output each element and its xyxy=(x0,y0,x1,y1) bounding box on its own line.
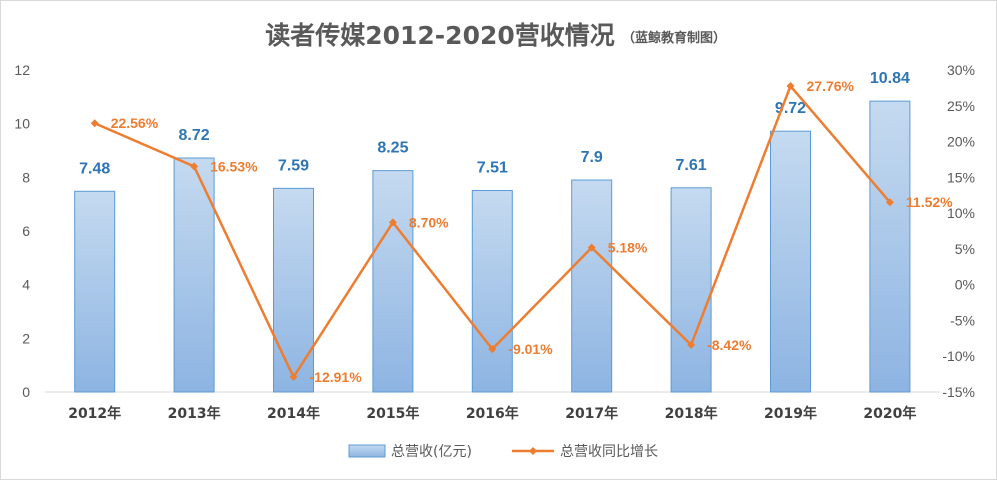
left-tick-label: 8 xyxy=(22,169,30,185)
bar xyxy=(74,190,116,393)
right-axis: -15% -10% -5% 0% 5% 10% 15% 20% 25% 30% xyxy=(942,62,975,400)
left-tick-label: 12 xyxy=(14,62,30,78)
bar xyxy=(372,170,414,393)
bar xyxy=(571,179,613,393)
legend-bar-swatch xyxy=(348,444,386,458)
left-tick-label: 4 xyxy=(22,277,30,293)
line-marker xyxy=(786,82,795,91)
bar-value-label: 7.9 xyxy=(581,149,603,166)
line-marker xyxy=(190,162,199,171)
bar-value-label: 7.61 xyxy=(676,157,707,174)
right-tick-label: -10% xyxy=(942,348,975,364)
line-marker xyxy=(388,218,397,227)
bar xyxy=(770,130,811,393)
line-value-label: 27.76% xyxy=(807,78,855,94)
bar-value-label: 7.48 xyxy=(79,160,110,177)
chart-title: 读者传媒2012-2020营收情况 xyxy=(265,21,615,50)
line-value-label: -8.42% xyxy=(707,337,752,353)
right-tick-label: 0% xyxy=(955,277,975,293)
left-tick-label: 10 xyxy=(14,116,30,132)
right-tick-label: -5% xyxy=(950,312,975,328)
line-value-label: 11.52% xyxy=(906,194,953,210)
x-tick-label: 2013年 xyxy=(168,405,221,422)
legend-bar-label: 总营收(亿元) xyxy=(391,444,472,460)
line-marker xyxy=(687,340,696,349)
legend-line-label: 总营收同比增长 xyxy=(560,444,658,460)
legend: 总营收(亿元) 总营收同比增长 xyxy=(348,444,658,460)
right-tick-label: 30% xyxy=(947,62,975,78)
bar xyxy=(273,187,314,393)
line-value-label: 5.18% xyxy=(608,240,648,256)
x-tick-label: 2019年 xyxy=(764,405,817,422)
left-tick-label: 0 xyxy=(22,384,30,400)
right-tick-label: 5% xyxy=(955,241,975,257)
right-tick-label: 10% xyxy=(947,205,975,221)
bar xyxy=(869,100,911,393)
line-value-label: 8.70% xyxy=(409,214,449,230)
x-tick-label: 2018年 xyxy=(665,405,718,422)
bar xyxy=(173,157,215,393)
bar-value-label: 10.84 xyxy=(870,70,910,87)
legend-line-marker xyxy=(529,447,537,455)
x-tick-label: 2014年 xyxy=(267,405,320,422)
line-value-label: -12.91% xyxy=(310,369,363,385)
x-tick-label: 2012年 xyxy=(68,405,121,422)
line-series: 22.56% 16.53% -12.91% 8.70% -9.01% 5.18% -8.42… xyxy=(90,78,953,385)
right-tick-label: 20% xyxy=(947,134,975,150)
x-tick-label: 2020年 xyxy=(863,405,916,422)
line-marker xyxy=(90,119,99,128)
bar-value-label: 8.72 xyxy=(179,127,210,144)
line-marker xyxy=(885,198,894,207)
left-tick-label: 2 xyxy=(22,330,30,346)
left-tick-label: 6 xyxy=(22,223,30,239)
right-tick-label: -15% xyxy=(942,384,975,400)
bar-value-label: 8.25 xyxy=(377,140,408,157)
x-tick-label: 2016年 xyxy=(466,405,519,422)
right-tick-label: 15% xyxy=(947,169,975,185)
line-value-label: 22.56% xyxy=(111,115,159,131)
line-value-label: -9.01% xyxy=(508,341,553,357)
line-value-label: 16.53% xyxy=(210,158,258,174)
left-axis: 0 2 4 6 8 10 12 xyxy=(14,62,30,400)
line-marker xyxy=(488,345,497,354)
line-marker xyxy=(289,373,298,382)
bar-value-label: 7.51 xyxy=(477,159,508,176)
right-tick-label: 25% xyxy=(947,98,975,114)
x-tick-label: 2017年 xyxy=(565,405,618,422)
x-axis: 2012年 2013年 2014年 2015年 2016年 2017年 2018年 2019年… xyxy=(68,405,916,422)
bar-value-label: 7.59 xyxy=(278,157,309,174)
x-tick-label: 2015年 xyxy=(366,405,419,422)
line-marker xyxy=(587,243,596,252)
chart-subtitle: （蓝鲸教育制图） xyxy=(622,30,726,46)
bar xyxy=(670,187,712,393)
bar xyxy=(471,189,513,393)
